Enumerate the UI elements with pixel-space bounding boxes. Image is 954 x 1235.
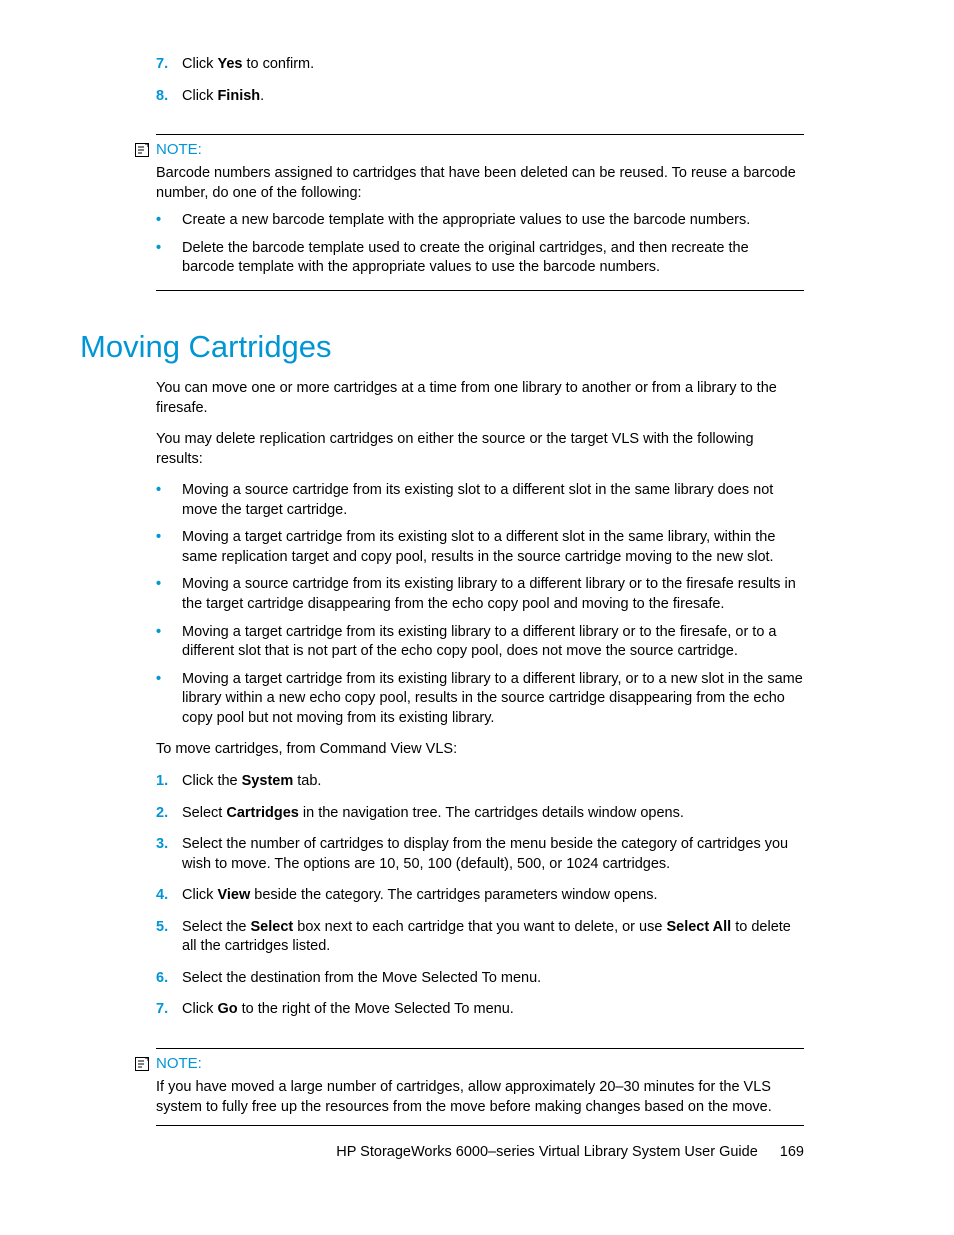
- bullet-text: Moving a source cartridge from its exist…: [182, 481, 804, 520]
- step-item: 1.Click the System tab.: [156, 772, 804, 792]
- bullet-item: •Moving a source cartridge from its exis…: [156, 481, 804, 520]
- bullet-dot: •: [156, 481, 182, 520]
- step-text: Click Finish.: [182, 87, 804, 107]
- note-icon: [134, 142, 150, 158]
- step-text: Select the destination from the Move Sel…: [182, 969, 804, 989]
- footer-title: HP StorageWorks 6000–series Virtual Libr…: [336, 1144, 758, 1160]
- step-number: 2.: [156, 804, 182, 824]
- note-block-1: NOTE: Barcode numbers assigned to cartri…: [156, 134, 804, 291]
- bullet-text: Moving a target cartridge from its exist…: [182, 670, 804, 729]
- note-icon: [134, 1056, 150, 1072]
- step-number: 4.: [156, 886, 182, 906]
- bullet-text: Create a new barcode template with the a…: [182, 211, 804, 231]
- section-heading: Moving Cartridges: [80, 329, 804, 365]
- note-label: NOTE:: [156, 141, 202, 158]
- step-text: Click Go to the right of the Move Select…: [182, 1000, 804, 1020]
- note-header: NOTE:: [134, 1055, 804, 1072]
- bullet-dot: •: [156, 670, 182, 729]
- step-item: 4.Click View beside the category. The ca…: [156, 886, 804, 906]
- note-label: NOTE:: [156, 1055, 202, 1072]
- step-number: 7.: [156, 1000, 182, 1020]
- note-intro-text: Barcode numbers assigned to cartridges t…: [156, 164, 804, 203]
- move-intro: To move cartridges, from Command View VL…: [156, 740, 804, 760]
- bullet-text: Moving a target cartridge from its exist…: [182, 528, 804, 567]
- step-item: 5.Select the Select box next to each car…: [156, 918, 804, 957]
- page-footer: HP StorageWorks 6000–series Virtual Libr…: [336, 1144, 804, 1160]
- step-item: 8.Click Finish.: [156, 87, 804, 107]
- step-text: Select the number of cartridges to displ…: [182, 835, 804, 874]
- bullet-item: •Moving a target cartridge from its exis…: [156, 623, 804, 662]
- bullet-item: •Moving a source cartridge from its exis…: [156, 575, 804, 614]
- step-number: 5.: [156, 918, 182, 957]
- step-item: 2.Select Cartridges in the navigation tr…: [156, 804, 804, 824]
- bullet-text: Delete the barcode template used to crea…: [182, 239, 804, 278]
- document-page: 7.Click Yes to confirm.8.Click Finish. N…: [0, 0, 954, 1126]
- bullet-item: •Delete the barcode template used to cre…: [156, 239, 804, 278]
- note-rule-top: [156, 1048, 804, 1049]
- note-block-2: NOTE: If you have moved a large number o…: [156, 1048, 804, 1126]
- note-bullet-list: •Create a new barcode template with the …: [156, 211, 804, 278]
- step-number: 6.: [156, 969, 182, 989]
- note-text: If you have moved a large number of cart…: [156, 1078, 804, 1117]
- note-rule-top: [156, 134, 804, 135]
- bullet-dot: •: [156, 239, 182, 278]
- bullet-dot: •: [156, 528, 182, 567]
- step-text: Select the Select box next to each cartr…: [182, 918, 804, 957]
- note-rule-bottom: [156, 1125, 804, 1126]
- ordered-steps-top: 7.Click Yes to confirm.8.Click Finish.: [156, 55, 804, 106]
- step-item: 6.Select the destination from the Move S…: [156, 969, 804, 989]
- step-number: 8.: [156, 87, 182, 107]
- footer-page-number: 169: [780, 1144, 804, 1160]
- step-number: 3.: [156, 835, 182, 874]
- bullet-item: •Create a new barcode template with the …: [156, 211, 804, 231]
- bullet-dot: •: [156, 623, 182, 662]
- results-bullet-list: •Moving a source cartridge from its exis…: [156, 481, 804, 728]
- top-steps-block: 7.Click Yes to confirm.8.Click Finish.: [156, 55, 804, 106]
- step-text: Click Yes to confirm.: [182, 55, 804, 75]
- ordered-steps-move: 1.Click the System tab.2.Select Cartridg…: [156, 772, 804, 1020]
- bullet-text: Moving a source cartridge from its exist…: [182, 575, 804, 614]
- bullet-item: •Moving a target cartridge from its exis…: [156, 528, 804, 567]
- step-text: Click View beside the category. The cart…: [182, 886, 804, 906]
- note-header: NOTE:: [134, 141, 804, 158]
- step-item: 7.Click Go to the right of the Move Sele…: [156, 1000, 804, 1020]
- step-text: Click the System tab.: [182, 772, 804, 792]
- step-number: 1.: [156, 772, 182, 792]
- step-number: 7.: [156, 55, 182, 75]
- step-item: 7.Click Yes to confirm.: [156, 55, 804, 75]
- bullet-dot: •: [156, 575, 182, 614]
- bullet-dot: •: [156, 211, 182, 231]
- intro-para-2: You may delete replication cartridges on…: [156, 430, 804, 469]
- bullet-item: •Moving a target cartridge from its exis…: [156, 670, 804, 729]
- note-rule-bottom: [156, 290, 804, 291]
- bullet-text: Moving a target cartridge from its exist…: [182, 623, 804, 662]
- step-text: Select Cartridges in the navigation tree…: [182, 804, 804, 824]
- section-body: You can move one or more cartridges at a…: [156, 379, 804, 1020]
- step-item: 3.Select the number of cartridges to dis…: [156, 835, 804, 874]
- intro-para-1: You can move one or more cartridges at a…: [156, 379, 804, 418]
